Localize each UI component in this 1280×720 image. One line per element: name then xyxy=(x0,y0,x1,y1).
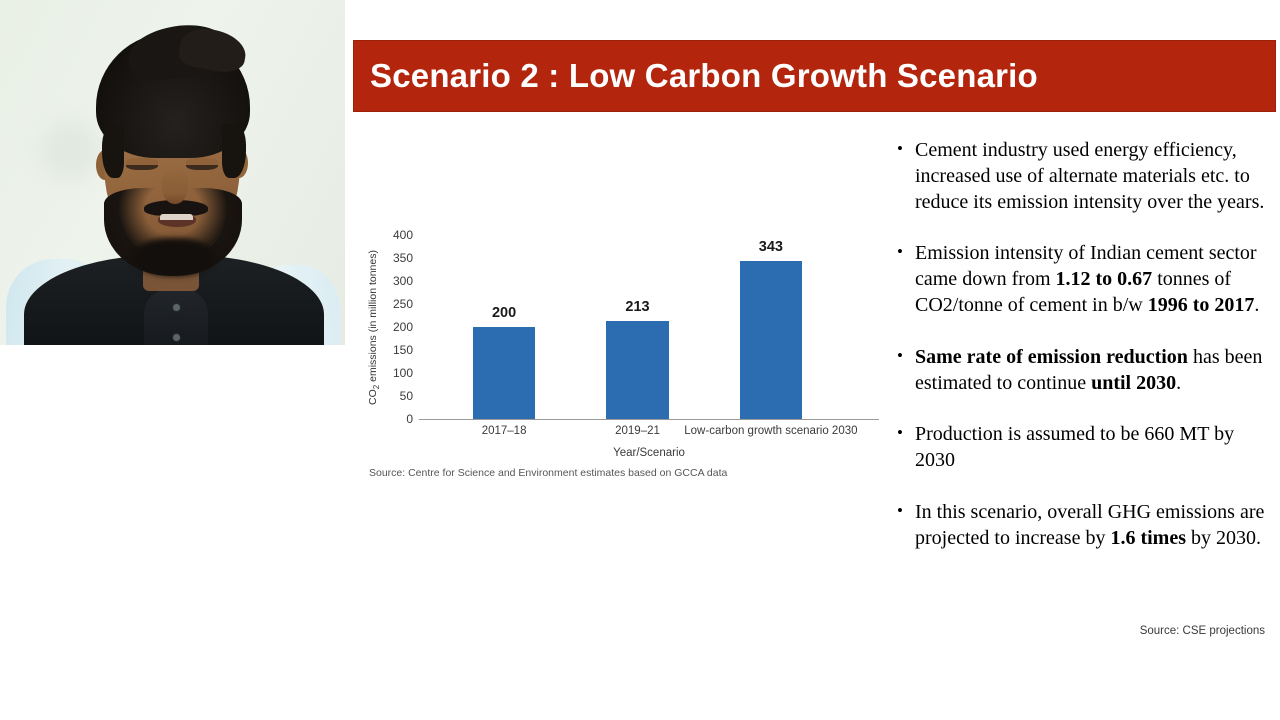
bullet-emphasis: 1996 to 2017 xyxy=(1147,293,1255,316)
bullet-emphasis: 1.12 to 0.67 xyxy=(1055,268,1153,291)
chart-bar-value-label: 343 xyxy=(758,239,783,256)
bullet-production: Production is assumed to be 660 MT by 20… xyxy=(893,421,1265,474)
chart-y-tick-label: 300 xyxy=(392,274,413,288)
sideburn-right xyxy=(222,124,246,178)
bullet-text: has been estimated to continue xyxy=(915,345,1263,394)
chart-y-tick-label: 100 xyxy=(392,366,413,380)
bullet-text: by 2030. xyxy=(1186,526,1262,549)
sideburn-left xyxy=(102,126,124,178)
chart-bar: 200 xyxy=(473,305,536,419)
slide-title-banner: Scenario 2 : Low Carbon Growth Scenario xyxy=(353,40,1276,112)
chart-bar-value-label: 213 xyxy=(625,299,650,316)
bullet-text: Emission intensity of Indian cement sect… xyxy=(915,242,1257,291)
slide-source-note: Source: CSE projections xyxy=(1139,625,1265,637)
chart-y-axis-ticks: 400 350 300 250 200 150 100 50 0 xyxy=(379,228,413,426)
bullet-emphasis: Same rate of emission reduction xyxy=(915,345,1188,368)
chart-category-label: Low-carbon growth scenario 2030 xyxy=(684,425,858,437)
chart-x-axis-title: Year/Scenario xyxy=(613,447,685,459)
presenter-nose xyxy=(162,168,188,204)
co2-emissions-bar-chart: CO2 emissions (in million tonnes) 400 350… xyxy=(365,228,885,485)
bullet-text: . xyxy=(1254,293,1260,316)
eyelid-left xyxy=(126,158,158,165)
bullet-same-rate: Same rate of emission reduction has been… xyxy=(893,344,1265,397)
eyelid-right xyxy=(186,158,218,165)
bullet-text: . xyxy=(1176,371,1182,394)
chart-bar: 343 xyxy=(739,239,802,419)
bullet-text: Production is assumed to be 660 MT by 20… xyxy=(915,423,1235,472)
chart-bar-value-label: 200 xyxy=(491,305,517,321)
presenter-video-feed[interactable] xyxy=(0,0,345,345)
presenter-mustache xyxy=(144,200,208,216)
bullet-list: Cement industry used energy efficiency, … xyxy=(893,137,1265,552)
bullet-ghg-increase: In this scenario, overall GHG emissions … xyxy=(893,499,1265,552)
chart-y-tick-label: 0 xyxy=(406,412,413,426)
bullet-emission-intensity: Emission intensity of Indian cement sect… xyxy=(893,240,1265,318)
chart-y-tick-label: 350 xyxy=(392,251,413,265)
bullet-energy-efficiency: Cement industry used energy efficiency, … xyxy=(893,137,1265,215)
bullet-emphasis: 1.6 times xyxy=(1110,526,1187,549)
chin-shadow xyxy=(134,238,214,276)
presenter-teeth xyxy=(160,214,193,220)
chart-y-tick-label: 400 xyxy=(392,228,413,242)
chart-category-label: 2019–21 xyxy=(615,425,660,437)
bullet-text: Cement industry used energy efficiency, … xyxy=(915,139,1265,213)
chart-bar: 213 xyxy=(606,299,669,419)
vest-button-upper xyxy=(173,304,180,311)
wall-shadow xyxy=(40,120,100,180)
chart-source-note: Source: Centre for Science and Environme… xyxy=(369,467,728,479)
chart-x-axis-line xyxy=(419,418,879,420)
chart-y-tick-label: 50 xyxy=(399,389,413,403)
slide-title: Scenario 2 : Low Carbon Growth Scenario xyxy=(370,57,1038,94)
chart-y-tick-label: 200 xyxy=(392,320,413,334)
bullet-emphasis: until 2030 xyxy=(1091,371,1177,394)
bullet-text: tonnes of CO2/tonne of cement in b/w xyxy=(915,268,1232,316)
chart-category-label: 2017–18 xyxy=(481,425,527,437)
chart-y-tick-label: 250 xyxy=(392,297,413,311)
vest-button-lower xyxy=(173,334,180,341)
chart-plot-area: 200 2017–18 213 2019–21 343 Low-carbon growth… xyxy=(419,235,879,437)
chart-y-tick-label: 150 xyxy=(392,343,413,357)
eye-right xyxy=(186,160,218,170)
bullet-text: In this scenario, overall GHG emissions … xyxy=(915,500,1265,549)
slide-content: Scenario 2 : Low Carbon Growth Scenario … xyxy=(345,0,1280,720)
eye-left xyxy=(126,160,158,170)
